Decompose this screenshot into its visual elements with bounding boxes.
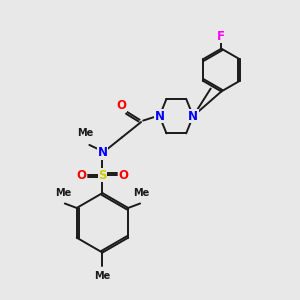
Text: O: O (116, 99, 126, 112)
Text: S: S (98, 169, 107, 182)
Text: N: N (98, 146, 107, 160)
Text: N: N (154, 110, 164, 123)
Text: O: O (119, 169, 129, 182)
Text: Me: Me (134, 188, 150, 198)
Text: N: N (188, 110, 198, 123)
Text: Me: Me (77, 128, 94, 137)
Text: Me: Me (94, 271, 111, 281)
Text: Me: Me (55, 188, 71, 198)
Text: O: O (76, 169, 86, 182)
Text: F: F (218, 30, 225, 43)
